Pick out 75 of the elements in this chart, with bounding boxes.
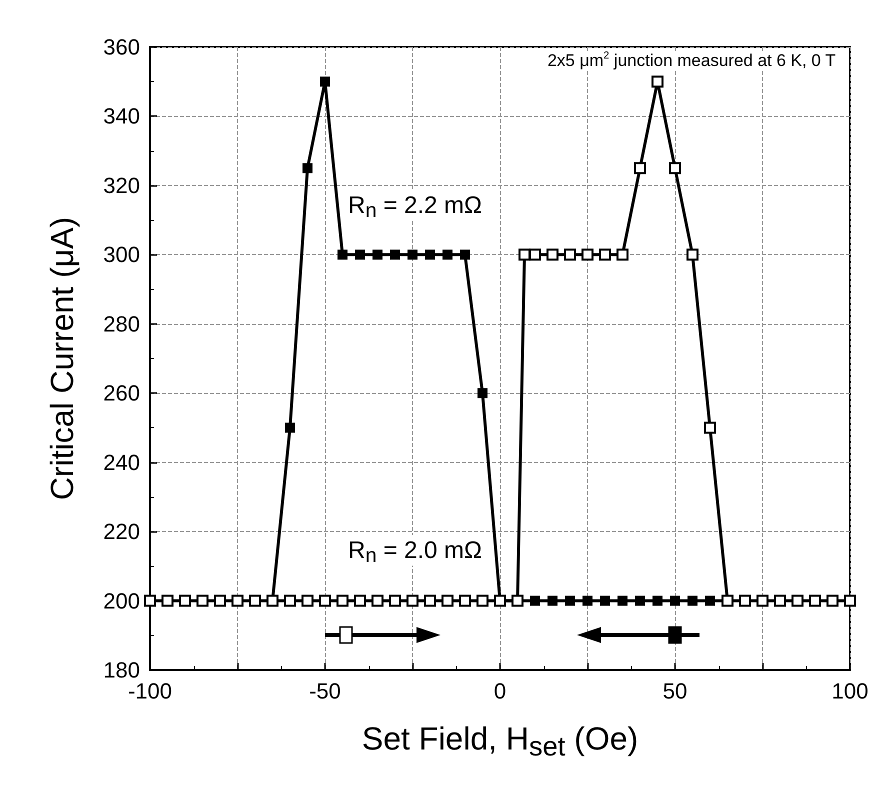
- point: [459, 594, 471, 607]
- point: [390, 250, 400, 260]
- point: [529, 248, 541, 261]
- point: [285, 422, 295, 433]
- point: [284, 594, 296, 607]
- point: [548, 596, 558, 606]
- y-tick-label: 360: [103, 34, 140, 60]
- point: [338, 250, 348, 260]
- y-tick-label: 260: [103, 380, 140, 406]
- point: [232, 594, 244, 607]
- point: [179, 594, 191, 607]
- point: [565, 596, 575, 606]
- point: [372, 594, 384, 607]
- point: [476, 594, 488, 607]
- point: [616, 248, 628, 261]
- point: [704, 422, 716, 434]
- point: [518, 248, 530, 261]
- point: [635, 596, 645, 606]
- y-tick-label: 200: [103, 588, 140, 614]
- point: [669, 162, 681, 174]
- y-axis-title: Critical Current (μA): [44, 216, 80, 500]
- point: [618, 596, 628, 606]
- point: [792, 594, 804, 607]
- point: [599, 248, 611, 261]
- point: [424, 594, 436, 607]
- y-tick-label: 320: [103, 172, 140, 198]
- point: [162, 594, 174, 607]
- x-tick-label: 100: [832, 678, 868, 704]
- point: [442, 594, 454, 607]
- point: [355, 250, 365, 260]
- point: [688, 596, 698, 606]
- y-tick-label: 220: [103, 519, 140, 544]
- point: [320, 76, 330, 87]
- point: [756, 594, 768, 607]
- point: [144, 594, 156, 607]
- point: [582, 248, 594, 261]
- point: [442, 250, 452, 260]
- point: [249, 594, 261, 607]
- x-tick-label: -50: [309, 678, 341, 704]
- point: [582, 596, 592, 606]
- point: [774, 594, 786, 607]
- point: [670, 596, 680, 606]
- point: [652, 596, 662, 606]
- y-tick-label: 300: [103, 242, 140, 268]
- point: [336, 594, 348, 607]
- point: [546, 248, 558, 261]
- point: [705, 596, 715, 606]
- point: [478, 388, 488, 398]
- x-tick-label: 0: [494, 678, 506, 704]
- y-tick-label: 280: [103, 311, 140, 336]
- point: [652, 76, 664, 88]
- point: [530, 596, 540, 606]
- point: [600, 596, 610, 606]
- point: [686, 248, 698, 261]
- point: [354, 594, 366, 607]
- point: [460, 250, 470, 260]
- x-tick-label: 50: [662, 678, 688, 704]
- point: [826, 594, 838, 607]
- point: [634, 162, 646, 174]
- point: [739, 594, 751, 607]
- point: [196, 594, 208, 607]
- y-tick-label: 240: [103, 450, 140, 475]
- point: [425, 250, 435, 260]
- point: [809, 594, 821, 607]
- y-tick-label: 340: [103, 104, 140, 129]
- point: [406, 594, 418, 607]
- point: [564, 248, 576, 261]
- point: [319, 594, 331, 607]
- point: [302, 163, 312, 174]
- point: [844, 594, 856, 607]
- point: [372, 250, 382, 260]
- point: [302, 594, 314, 607]
- point: [408, 250, 418, 260]
- point: [214, 594, 226, 607]
- point: [389, 594, 401, 607]
